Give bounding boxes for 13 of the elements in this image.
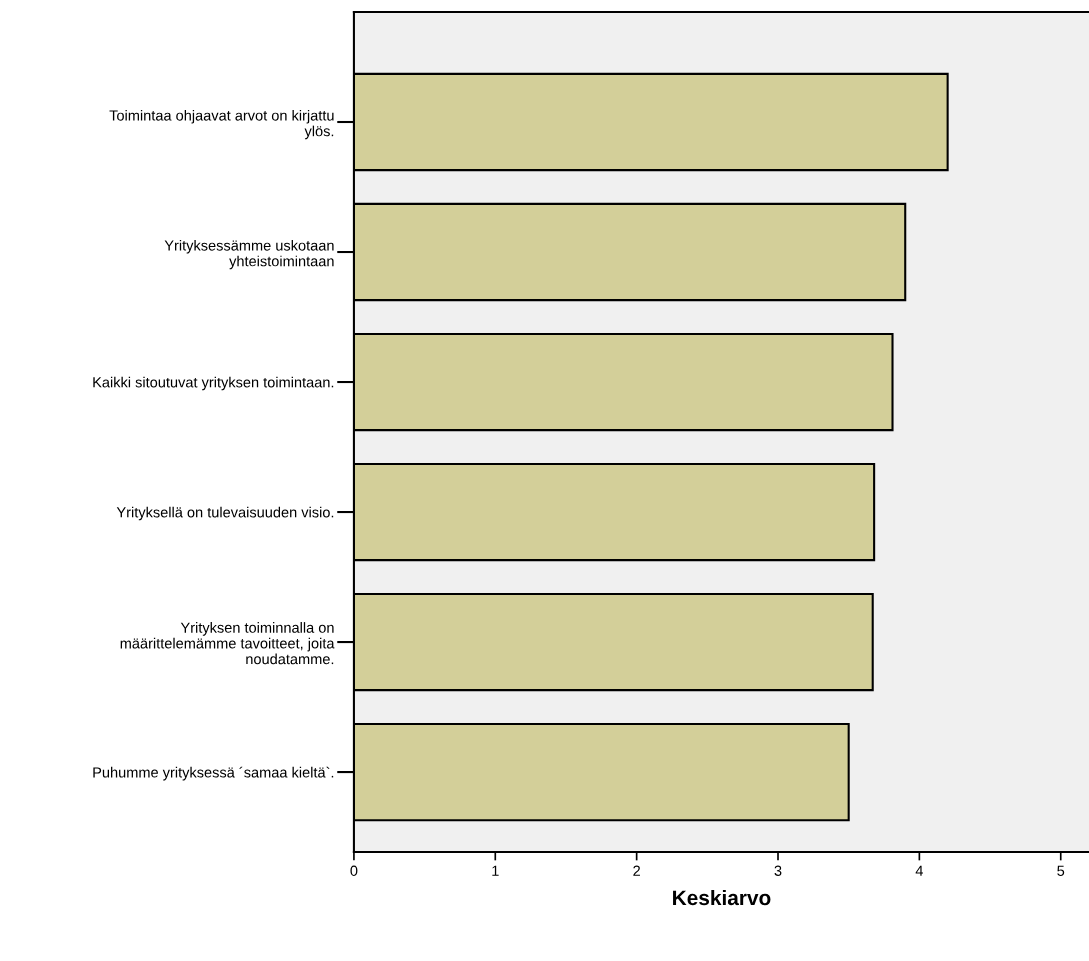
x-tick-label: 3: [774, 865, 782, 876]
y-tick-label: Kaikki sitoutuvat yrityksen toimintaan.: [93, 376, 334, 391]
y-tick-label: Yrityksen toiminnalla on määrittelemämme tavoitteet, joita noudatamme.: [120, 622, 335, 665]
x-tick-label: 0: [350, 865, 358, 876]
x-tick-label: 2: [633, 865, 640, 876]
x-tick-label: 5: [1057, 865, 1065, 876]
x-tick-label: 1: [492, 865, 499, 876]
y-tick-label: Yrityksessämme uskotaan yhteistoimintaan: [164, 239, 334, 270]
y-tick-label: Yrityksellä on tulevaisuuden visio.: [116, 506, 334, 521]
x-axis-title: Keskiarvo: [673, 889, 771, 906]
y-tick-label: Puhumme yrityksessä ´samaa kieltä`.: [93, 766, 334, 781]
x-tick-label: 4: [915, 865, 923, 876]
y-tick-label: Toimintaa ohjaavat arvot on kirjattu ylös.: [109, 109, 334, 140]
